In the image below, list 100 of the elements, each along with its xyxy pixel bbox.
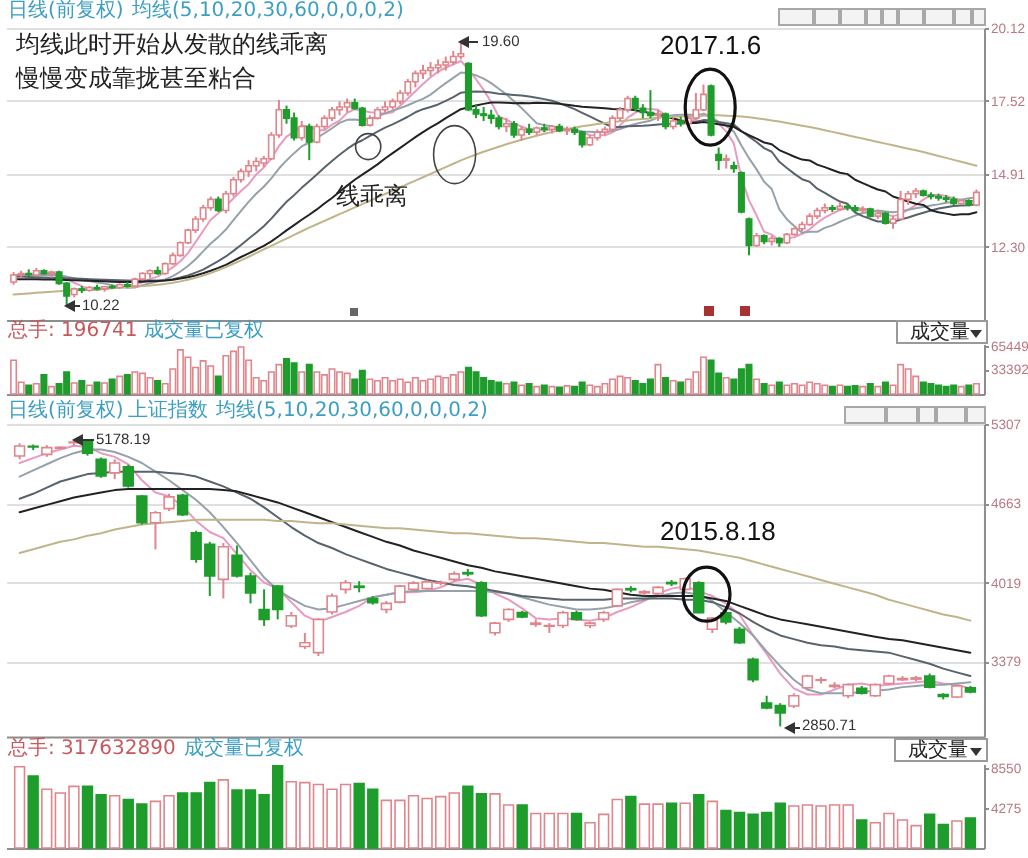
bar: [570, 812, 583, 849]
bar: [624, 377, 632, 395]
bar: [677, 381, 685, 395]
bar: [639, 382, 647, 395]
bar: [813, 382, 821, 395]
bar: [578, 381, 586, 395]
annotation: 2015.8.18: [660, 516, 776, 546]
candlestick: [217, 542, 230, 601]
bar: [912, 375, 920, 395]
dropdown-field: 成交量: [896, 320, 988, 344]
bar: [343, 372, 351, 395]
bar: [108, 794, 121, 849]
bar: [146, 377, 154, 395]
bar: [313, 371, 321, 395]
candlestick: [326, 593, 338, 617]
text: 日线(前复权): [8, 399, 124, 421]
candlestick: [109, 458, 121, 481]
bar: [601, 382, 609, 395]
candlestick: [747, 657, 759, 684]
bar: [881, 381, 889, 395]
candlestick: [305, 122, 313, 162]
bar: [783, 384, 791, 395]
bar: [480, 377, 488, 395]
bar: [131, 371, 139, 395]
candlestick: [136, 494, 148, 527]
bar: [381, 377, 389, 395]
bar: [116, 375, 124, 395]
bar: [154, 379, 162, 395]
annotation: 总手: 317632890: [8, 737, 176, 759]
bar: [457, 371, 465, 395]
bar: [123, 374, 131, 395]
bar: [373, 379, 382, 395]
bar: [358, 369, 366, 395]
bar: [951, 820, 963, 849]
candlestick: [693, 580, 705, 615]
candlestick: [692, 91, 700, 121]
bar: [351, 378, 359, 395]
bar: [184, 356, 192, 395]
bar: [27, 775, 39, 849]
bar: [679, 802, 691, 849]
bar: [616, 375, 624, 395]
bar: [487, 379, 495, 395]
bar: [85, 384, 93, 395]
bar: [593, 385, 601, 395]
candlestick: [122, 464, 134, 490]
bar: [768, 384, 776, 395]
bar: [320, 374, 328, 395]
bar: [586, 384, 594, 395]
bar: [608, 378, 617, 395]
candlestick: [699, 83, 708, 113]
bar: [760, 382, 768, 395]
text: 日线(前复权): [8, 0, 124, 22]
bar: [790, 382, 798, 395]
bar: [472, 371, 480, 395]
bar: [328, 368, 336, 395]
bar: [214, 375, 222, 395]
bar: [525, 382, 533, 395]
bar: [442, 377, 450, 395]
bar: [942, 385, 950, 395]
bar: [70, 382, 78, 395]
candlestick: [737, 170, 745, 215]
bar: [502, 382, 510, 395]
bar: [775, 381, 783, 395]
bar: [957, 385, 965, 395]
bar: [419, 379, 427, 395]
bar: [722, 377, 730, 395]
bar: [260, 379, 268, 395]
bar: [411, 377, 419, 395]
bar: [298, 371, 306, 395]
annotation: 慢慢变成靠拢甚至粘合: [16, 64, 256, 92]
bar: [631, 379, 639, 395]
bar: [25, 384, 33, 395]
bar: [950, 384, 958, 395]
bar: [745, 363, 753, 395]
bar: [706, 800, 719, 849]
bar: [874, 385, 882, 395]
bar: [828, 385, 836, 395]
bar: [806, 381, 814, 395]
bar: [665, 802, 678, 849]
bar: [753, 378, 761, 395]
annotation: 2017.1.6: [660, 30, 762, 60]
bar: [389, 379, 397, 395]
bar: [972, 382, 980, 395]
bar: [101, 382, 109, 395]
bar: [176, 349, 184, 395]
bar: [449, 374, 457, 395]
candlestick: [464, 61, 472, 113]
candlestick: [95, 457, 107, 480]
bar: [63, 371, 71, 395]
bar: [10, 359, 18, 395]
bar: [495, 381, 503, 395]
bar: [821, 384, 829, 395]
bar: [518, 384, 526, 395]
bar: [669, 379, 677, 395]
bar: [305, 363, 313, 395]
candlestick: [290, 111, 298, 142]
bar: [533, 385, 541, 395]
bar: [282, 357, 291, 395]
bar: [13, 766, 26, 849]
candlestick: [897, 189, 905, 222]
